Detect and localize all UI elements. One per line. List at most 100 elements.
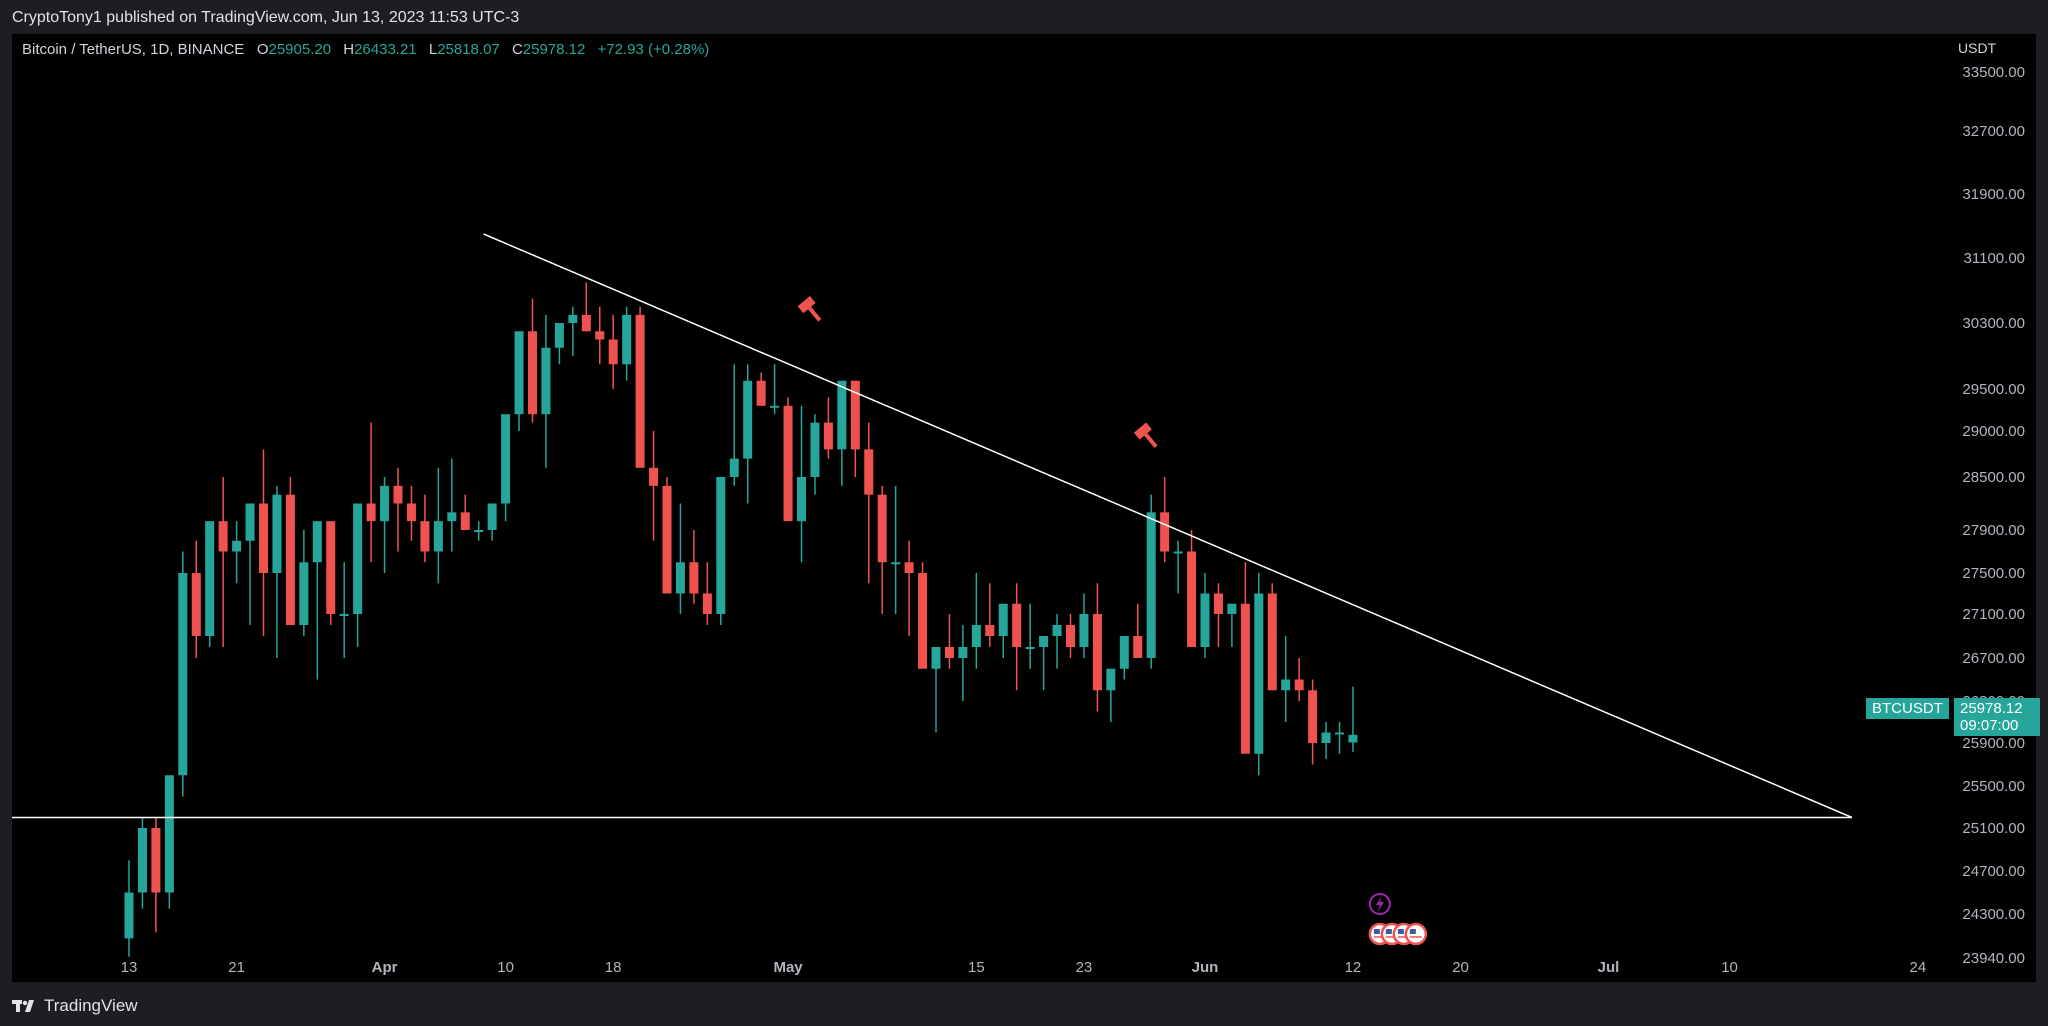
candle-body	[151, 828, 161, 893]
candle-body	[420, 521, 430, 552]
top-bar: CryptoTony1 published on TradingView.com…	[0, 0, 2048, 34]
x-tick-label: 10	[497, 959, 514, 976]
candle-body	[1160, 512, 1170, 552]
legend-high-label: H	[343, 41, 355, 58]
y-tick-label: 24700.00	[1962, 863, 2025, 880]
y-tick-label: 29000.00	[1962, 423, 2025, 440]
candle-body	[1281, 679, 1291, 691]
candle-body	[245, 503, 255, 541]
footer-bar: TradingView	[0, 982, 2048, 1026]
lightning-event-icon	[1368, 893, 1391, 915]
tradingview-logo-icon	[12, 1000, 34, 1012]
candle-body	[891, 562, 901, 565]
candle-body	[662, 485, 672, 594]
y-tick-label: 27900.00	[1962, 522, 2025, 539]
legend-change: +72.93 (+0.28%)	[597, 41, 710, 58]
candle-body	[689, 562, 699, 594]
gavel-icon	[797, 296, 822, 322]
candle-body	[1092, 614, 1102, 691]
candle-body	[675, 562, 685, 594]
candle-body	[958, 647, 968, 658]
chart-area[interactable]: 33500.00 32700.00 31900.00 31100.00 30300.00…	[12, 34, 2040, 982]
bar-countdown: 09:07:00	[1960, 717, 2019, 734]
candle-body	[649, 467, 659, 486]
y-tick-label: 32700.00	[1962, 123, 2025, 140]
candle-body	[985, 625, 995, 636]
y-tick-label: 28500.00	[1962, 469, 2025, 486]
candle-body	[232, 540, 242, 552]
flag-canton	[1409, 929, 1416, 934]
candle-body	[1052, 625, 1062, 636]
last-price-value: 25978.12	[1960, 700, 2023, 717]
candle-body	[635, 314, 645, 468]
y-tick-label: 25900.00	[1962, 735, 2025, 752]
y-tick-label: 31100.00	[1964, 250, 2025, 267]
candle-body	[299, 562, 309, 625]
candle-body	[1240, 603, 1250, 754]
candle-body	[729, 458, 739, 477]
legend-low-label: L	[428, 41, 438, 58]
candle-body	[460, 512, 470, 530]
candle-body	[1335, 732, 1344, 735]
x-tick-label: 18	[605, 959, 622, 976]
candle-body	[1321, 732, 1331, 743]
candle-body	[918, 573, 928, 669]
candle-body	[164, 775, 174, 893]
x-tick-label: 10	[1721, 959, 1738, 976]
candle-body	[702, 593, 712, 614]
candle-body	[406, 503, 416, 522]
lightning-bolt	[1375, 896, 1384, 912]
candle-body	[864, 449, 874, 495]
flag-canton	[1373, 929, 1380, 934]
candle-body	[541, 347, 551, 415]
candle-body	[823, 422, 833, 450]
y-tick-label: 23940.00	[1962, 950, 2025, 967]
candle-body	[770, 405, 780, 408]
candle-body	[218, 521, 228, 552]
candle-body	[1227, 603, 1237, 614]
candle-body	[1012, 603, 1022, 647]
legend-high: 26433.21	[354, 41, 417, 58]
legend-close-label: C	[511, 41, 523, 58]
brand-name: TradingView	[44, 996, 138, 1015]
x-tick-label: 23	[1076, 959, 1093, 976]
candle-body	[1254, 593, 1264, 754]
candle-body	[837, 380, 847, 450]
candle-body	[1187, 551, 1197, 647]
gavel-handle	[1144, 433, 1158, 449]
candle-body	[581, 314, 591, 332]
x-tick-label: Jun	[1192, 959, 1219, 976]
candle-body	[568, 314, 578, 323]
candle-body	[1106, 668, 1116, 691]
legend-symbol: Bitcoin / TetherUS, 1D, BINANCE	[22, 41, 245, 58]
y-tick-label: 29500.00	[1962, 381, 2025, 398]
candle-body	[1200, 593, 1210, 647]
candle-body	[1025, 647, 1035, 649]
candle-body	[259, 503, 268, 573]
candle-body	[353, 503, 363, 614]
candle-body	[1348, 734, 1358, 743]
y-tick-label: 30300.00	[1962, 315, 2025, 332]
candle-body	[944, 647, 954, 658]
candle-body	[971, 625, 981, 647]
candle-body	[137, 828, 147, 893]
candle-body	[554, 323, 564, 348]
chart-svg[interactable]: 33500.00 32700.00 31900.00 31100.00 30300.00…	[12, 34, 2036, 982]
candle-body	[366, 503, 376, 522]
candle-body	[595, 331, 605, 340]
x-tick-label: 24	[1910, 959, 1927, 976]
legend-open: 25905.20	[268, 41, 332, 58]
y-tick-label: 33500.00	[1962, 64, 2025, 81]
candle-body	[1308, 690, 1318, 743]
candle-body	[191, 573, 201, 636]
tradingview-logo[interactable]: TradingView	[12, 996, 138, 1016]
candle-body	[285, 494, 295, 625]
legend-low: 25818.07	[437, 41, 500, 58]
candle-body	[501, 414, 511, 504]
candle-body	[1119, 636, 1129, 669]
y-tick-label: 26700.00	[1962, 650, 2025, 667]
gavel-icon	[1133, 422, 1158, 449]
candle-body	[124, 892, 134, 939]
candle-body	[1079, 614, 1089, 647]
candle-body	[326, 521, 336, 614]
